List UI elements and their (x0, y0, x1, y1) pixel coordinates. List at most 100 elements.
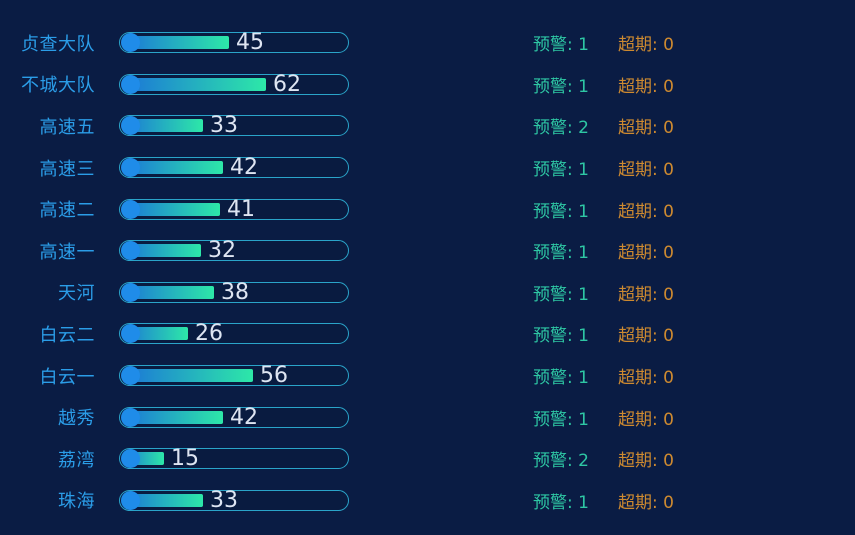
row-label: 不城大队 (21, 75, 95, 97)
warning-stat: 预警: 1 (533, 238, 618, 263)
progress-fill (122, 202, 220, 216)
table-row: 白云一 56 预警: 1 超期: 0 (0, 355, 855, 397)
warning-label: 预警: (533, 409, 573, 430)
overdue-stat: 超期: 0 (618, 405, 708, 430)
bar-value: 41 (227, 196, 255, 222)
bar-value: 42 (230, 404, 258, 430)
warning-label: 预警: (533, 492, 573, 513)
table-row: 珠海 33 预警: 1 超期: 0 (0, 480, 855, 522)
progress-fill (122, 161, 223, 175)
warning-value: 1 (578, 76, 589, 97)
warning-stat: 预警: 1 (533, 155, 618, 180)
table-row: 荔湾 15 预警: 2 超期: 0 (0, 438, 855, 480)
progress-fill (122, 285, 214, 299)
bar-value: 45 (236, 30, 264, 56)
overdue-label: 超期: (618, 326, 658, 347)
overdue-stat: 超期: 0 (618, 363, 708, 388)
bar-value: 33 (210, 487, 238, 513)
overdue-label: 超期: (618, 451, 658, 472)
overdue-value: 0 (663, 35, 674, 56)
row-label: 白云二 (39, 324, 95, 346)
bar-value: 15 (171, 446, 199, 472)
progress-fill (122, 119, 203, 133)
overdue-stat: 超期: 0 (618, 321, 708, 346)
progress-track: 45 (119, 30, 349, 56)
overdue-value: 0 (663, 284, 674, 305)
warning-label: 预警: (533, 118, 573, 139)
bar-value: 62 (273, 71, 301, 97)
warning-label: 预警: (533, 201, 573, 222)
overdue-value: 0 (663, 492, 674, 513)
progress-track: 26 (119, 323, 349, 345)
row-label: 高速三 (39, 158, 95, 180)
overdue-stat: 超期: 0 (618, 155, 708, 180)
bar-cap-circle-icon (121, 324, 140, 344)
overdue-stat: 超期: 0 (618, 280, 708, 305)
overdue-stat: 超期: 0 (618, 488, 708, 513)
warning-stat: 预警: 1 (533, 280, 618, 305)
progress-track: 41 (119, 196, 349, 222)
row-label: 高速二 (39, 200, 95, 222)
progress-track: 42 (119, 404, 349, 430)
overdue-stat: 超期: 0 (618, 30, 708, 55)
warning-stat: 预警: 2 (533, 113, 618, 138)
overdue-label: 超期: (618, 76, 658, 97)
table-row: 贞查大队 45 预警: 1 超期: 0 (0, 22, 855, 64)
bar-cap-circle-icon (121, 199, 140, 219)
warning-value: 1 (578, 409, 589, 430)
warning-stat: 预警: 1 (533, 488, 618, 513)
overdue-label: 超期: (618, 160, 658, 181)
bar-cap-circle-icon (121, 74, 140, 94)
overdue-stat: 超期: 0 (618, 113, 708, 138)
warning-value: 1 (578, 284, 589, 305)
row-label: 荔湾 (58, 449, 95, 471)
overdue-value: 0 (663, 409, 674, 430)
table-row: 高速三 42 预警: 1 超期: 0 (0, 147, 855, 189)
overdue-stat: 超期: 0 (618, 72, 708, 97)
row-label: 高速五 (39, 116, 95, 138)
row-label: 贞查大队 (21, 33, 95, 55)
bar-cap-circle-icon (121, 33, 140, 53)
warning-label: 预警: (533, 35, 573, 56)
progress-track: 33 (119, 115, 349, 137)
row-label: 白云一 (39, 366, 95, 388)
warning-value: 1 (578, 368, 589, 389)
overdue-label: 超期: (618, 409, 658, 430)
warning-stat: 预警: 1 (533, 197, 618, 222)
overdue-value: 0 (663, 451, 674, 472)
warning-label: 预警: (533, 243, 573, 264)
progress-track: 42 (119, 157, 349, 179)
progress-fill (122, 410, 223, 424)
overdue-value: 0 (663, 368, 674, 389)
bar-value: 32 (208, 238, 236, 264)
table-row: 高速二 41 预警: 1 超期: 0 (0, 188, 855, 230)
bar-cap-circle-icon (121, 241, 140, 261)
overdue-value: 0 (663, 201, 674, 222)
bar-cap-circle-icon (121, 449, 140, 469)
progress-fill (122, 493, 203, 507)
progress-fill (122, 77, 266, 91)
table-row: 越秀 42 预警: 1 超期: 0 (0, 396, 855, 438)
overdue-label: 超期: (618, 35, 658, 56)
table-row: 高速五 33 预警: 2 超期: 0 (0, 105, 855, 147)
warning-stat: 预警: 1 (533, 30, 618, 55)
warning-label: 预警: (533, 451, 573, 472)
bar-cap-circle-icon (121, 407, 140, 427)
bar-cap-circle-icon (121, 116, 140, 136)
bar-cap-circle-icon (121, 490, 140, 510)
row-label: 天河 (58, 283, 95, 305)
progress-fill (122, 244, 201, 258)
warning-value: 1 (578, 326, 589, 347)
warning-stat: 预警: 1 (533, 363, 618, 388)
overdue-label: 超期: (618, 243, 658, 264)
warning-stat: 预警: 2 (533, 446, 618, 471)
row-label: 高速一 (39, 241, 95, 263)
warning-stat: 预警: 1 (533, 405, 618, 430)
overdue-value: 0 (663, 326, 674, 347)
warning-stat: 预警: 1 (533, 72, 618, 97)
warning-label: 预警: (533, 76, 573, 97)
row-label: 珠海 (58, 491, 95, 513)
table-row: 高速一 32 预警: 1 超期: 0 (0, 230, 855, 272)
progress-track: 33 (119, 487, 349, 513)
overdue-label: 超期: (618, 284, 658, 305)
